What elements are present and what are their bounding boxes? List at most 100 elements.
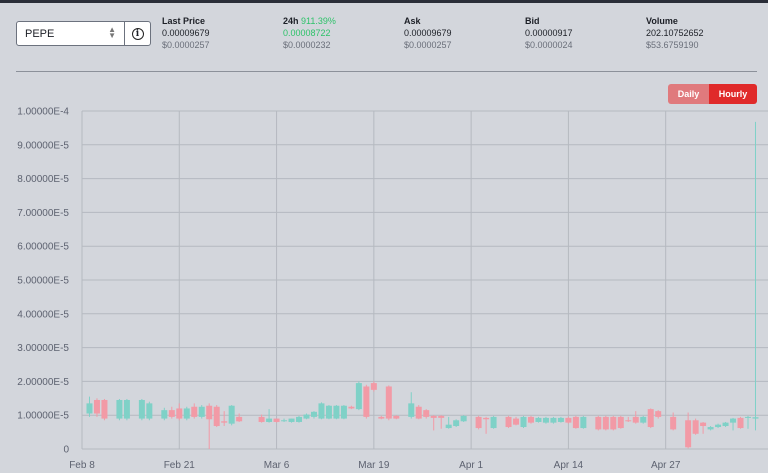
stat-percent: 911.39%	[301, 16, 336, 26]
candle-body	[445, 424, 452, 429]
candle	[520, 415, 527, 429]
stat-usd: $53.6759190	[646, 40, 699, 50]
candle-body	[340, 405, 347, 419]
candle-body	[565, 417, 572, 423]
candle	[715, 423, 722, 429]
candle-body	[183, 408, 190, 419]
y-tick-label: 0	[63, 445, 69, 456]
candle	[670, 412, 677, 431]
candle-body	[363, 386, 370, 417]
grid-layer	[81, 110, 768, 450]
candle-body	[700, 422, 707, 427]
candle	[213, 405, 220, 428]
stat-ask: Ask 0.00009679 $0.0000257	[404, 15, 452, 51]
candle-body	[385, 386, 392, 419]
pair-select-value: PEPE	[25, 27, 55, 40]
candle	[625, 416, 632, 422]
hourly-button[interactable]: Hourly	[709, 84, 757, 104]
y-tick-label: 6.00000E-5	[17, 242, 69, 253]
candle	[572, 415, 579, 429]
candle	[161, 407, 168, 421]
candle-body	[333, 405, 340, 419]
candle-body	[602, 416, 609, 430]
axis-labels: 0 1.00000E-5 2.00000E-5 3.00000E-5 4.00000E-…	[17, 107, 681, 472]
candle	[183, 406, 190, 421]
candle-body	[198, 406, 205, 417]
candle-body	[707, 427, 714, 430]
candle	[363, 384, 370, 419]
candle-body	[236, 416, 243, 422]
candle	[707, 426, 714, 431]
candle	[685, 412, 692, 449]
candle	[355, 381, 362, 411]
y-tick-label: 3.00000E-5	[17, 343, 69, 354]
candle	[86, 396, 93, 417]
y-tick-label: 8.00000E-5	[17, 174, 69, 185]
candle-body	[228, 405, 235, 424]
candle	[266, 409, 273, 423]
y-tick-label: 2.00000E-5	[17, 377, 69, 388]
candle-body	[752, 417, 759, 419]
candle-body	[355, 383, 362, 410]
x-tick-label: Feb 21	[164, 460, 196, 471]
candle-body	[296, 416, 303, 422]
candle	[318, 402, 325, 420]
candle	[535, 416, 542, 423]
candle	[385, 385, 392, 421]
candle-body	[520, 416, 527, 428]
candle-body	[685, 420, 692, 448]
candle-body	[93, 399, 100, 414]
candle	[198, 405, 205, 419]
candle-body	[176, 408, 183, 419]
candle-body	[123, 399, 130, 419]
stat-24h-change: 24h 911.39% 0.00008722 $0.0000232	[283, 15, 336, 51]
candle	[325, 405, 332, 420]
stat-value: 0.00009679	[162, 28, 210, 38]
candle-body	[550, 417, 557, 423]
stat-usd: $0.0000024	[525, 40, 573, 50]
candle	[273, 418, 280, 423]
candle-body	[715, 424, 722, 428]
candle	[542, 416, 549, 424]
candle-body	[86, 403, 93, 414]
candle	[700, 421, 707, 434]
candle-body	[138, 399, 145, 419]
candle-body	[415, 406, 422, 419]
top-strip	[0, 0, 768, 3]
y-tick-label: 5.00000E-5	[17, 276, 69, 287]
candle-body	[318, 403, 325, 419]
candle-body	[348, 406, 355, 409]
daily-button[interactable]: Daily	[668, 84, 709, 104]
info-button[interactable]: i	[124, 22, 150, 45]
candle-body	[513, 418, 520, 425]
x-tick-label: Feb 8	[69, 460, 95, 471]
candle-body	[213, 406, 220, 427]
candle	[445, 416, 452, 429]
candle-body	[460, 415, 467, 422]
candle-body	[640, 416, 647, 423]
candle-body	[505, 416, 512, 428]
candle	[595, 415, 602, 431]
candle	[176, 403, 183, 421]
candle	[752, 121, 759, 431]
candle	[527, 415, 534, 424]
x-tick-label: Apr 27	[651, 460, 681, 471]
candle-body	[191, 406, 198, 417]
candle-body	[206, 405, 213, 420]
candle-body	[692, 420, 699, 434]
candle	[138, 398, 145, 421]
candle	[93, 398, 100, 417]
stat-usd: $0.0000257	[404, 40, 452, 50]
candle	[258, 414, 265, 423]
candle	[557, 416, 564, 423]
candle-body	[408, 403, 415, 417]
x-tick-label: Apr 1	[459, 460, 483, 471]
candle	[632, 411, 639, 424]
candle	[483, 416, 490, 434]
candle	[370, 381, 377, 392]
pair-select[interactable]: PEPE ▲ ▼	[17, 22, 124, 45]
candle	[296, 415, 303, 423]
candle-body	[288, 418, 295, 422]
stat-label: Volume	[646, 16, 678, 26]
candle-body	[430, 415, 437, 418]
